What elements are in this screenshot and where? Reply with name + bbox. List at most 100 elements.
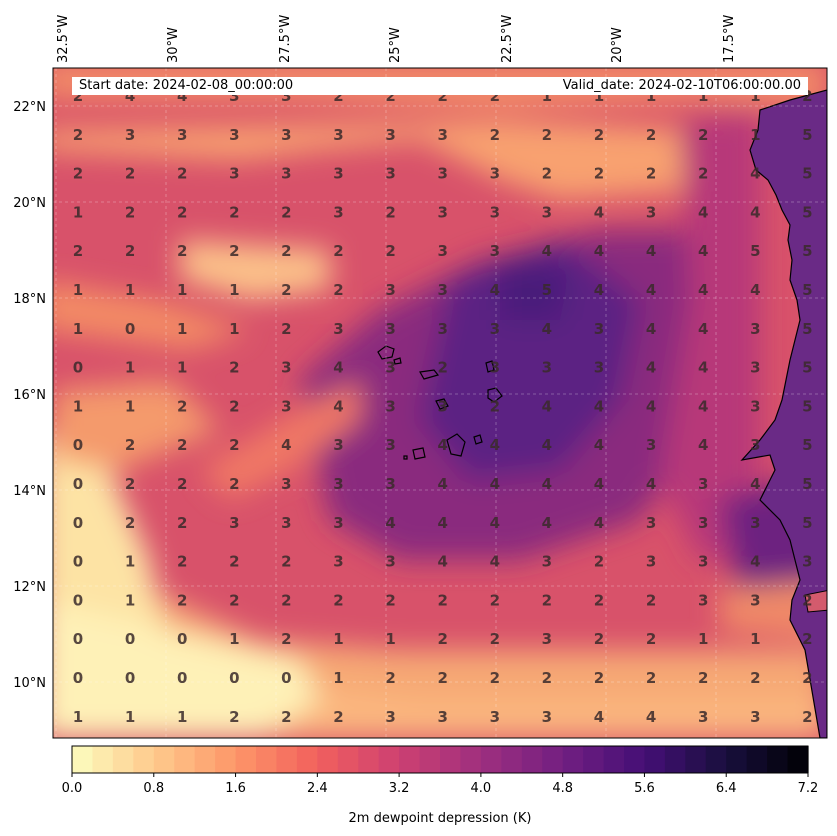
grid-value: 1 — [73, 203, 83, 221]
colorbar-tick-label: 7.2 — [798, 781, 819, 796]
grid-value: 2 — [125, 475, 135, 493]
grid-value: 2 — [177, 553, 187, 571]
grid-value: 3 — [542, 203, 552, 221]
grid-value: 2 — [333, 242, 343, 260]
lat-label: 16°N — [13, 388, 46, 403]
lat-label: 10°N — [13, 676, 46, 691]
grid-value: 4 — [750, 281, 760, 299]
grid-value: 5 — [802, 165, 812, 183]
colorbar-segment — [603, 746, 625, 773]
grid-value: 3 — [281, 475, 291, 493]
colorbar-segment — [317, 746, 339, 773]
grid-value: 4 — [698, 397, 708, 415]
grid-value: 4 — [490, 436, 500, 454]
grid-value: 3 — [802, 553, 812, 571]
grid-value: 3 — [594, 320, 604, 338]
colorbar-segment — [624, 746, 646, 773]
grid-value: 1 — [125, 553, 135, 571]
grid-value: 4 — [437, 553, 447, 571]
grid-value: 3 — [385, 359, 395, 377]
grid-value: 4 — [698, 281, 708, 299]
grid-value: 2 — [73, 126, 83, 144]
grid-value: 0 — [229, 669, 239, 687]
grid-value: 3 — [333, 126, 343, 144]
gambia-coastline — [804, 590, 827, 613]
grid-value: 3 — [177, 126, 187, 144]
grid-value: 4 — [594, 475, 604, 493]
colorbar-segment — [542, 746, 564, 773]
grid-value: 0 — [73, 591, 83, 609]
grid-value: 3 — [333, 475, 343, 493]
grid-value: 2 — [385, 669, 395, 687]
grid-value: 2 — [750, 669, 760, 687]
grid-value: 1 — [542, 87, 552, 105]
grid-value: 2 — [802, 630, 812, 648]
grid-value: 2 — [125, 514, 135, 532]
grid-value: 3 — [125, 126, 135, 144]
grid-value: 3 — [385, 553, 395, 571]
lon-label: 17.5°W — [722, 15, 737, 63]
grid-value: 1 — [125, 397, 135, 415]
colorbar-segment — [746, 746, 768, 773]
grid-value: 4 — [490, 475, 500, 493]
grid-value: 0 — [73, 475, 83, 493]
lon-label: 25°W — [388, 27, 403, 63]
grid-value: 1 — [333, 669, 343, 687]
grid-value: 3 — [281, 165, 291, 183]
colorbar — [72, 746, 809, 773]
grid-value: 4 — [594, 708, 604, 726]
grid-value: 2 — [281, 203, 291, 221]
grid-value: 3 — [490, 359, 500, 377]
grid-value: 4 — [646, 320, 656, 338]
colorbar-segment — [112, 746, 134, 773]
grid-value: 4 — [437, 436, 447, 454]
grid-value: 3 — [385, 281, 395, 299]
grid-value: 1 — [229, 630, 239, 648]
colorbar-segment — [235, 746, 257, 773]
grid-value: 1 — [750, 126, 760, 144]
grid-value: 4 — [437, 475, 447, 493]
grid-value: 4 — [177, 87, 187, 105]
grid-value: 2 — [229, 242, 239, 260]
cape-verde-islands — [377, 345, 503, 460]
grid-value: 1 — [385, 630, 395, 648]
grid-value: 4 — [594, 397, 604, 415]
colorbar-segment — [787, 746, 809, 773]
grid-value: 2 — [594, 669, 604, 687]
colorbar-segment — [92, 746, 114, 773]
grid-value: 2 — [802, 87, 812, 105]
grid-value: 4 — [333, 359, 343, 377]
colorbar-segment — [174, 746, 196, 773]
grid-value: 3 — [229, 514, 239, 532]
grid-value: 2 — [490, 87, 500, 105]
grid-value: 2 — [333, 591, 343, 609]
grid-value: 3 — [646, 203, 656, 221]
grid-value: 1 — [698, 630, 708, 648]
grid-value: 4 — [594, 436, 604, 454]
grid-value: 4 — [750, 203, 760, 221]
colorbar-tick-label: 3.2 — [389, 781, 410, 796]
grid-value: 3 — [437, 320, 447, 338]
colorbar-tick-label: 2.4 — [307, 781, 328, 796]
colorbar-segment — [215, 746, 237, 773]
grid-value: 3 — [542, 359, 552, 377]
grid-value: 4 — [490, 514, 500, 532]
grid-value: 4 — [542, 320, 552, 338]
grid-value: 2 — [73, 87, 83, 105]
grid-value: 3 — [333, 436, 343, 454]
grid-value: 3 — [542, 553, 552, 571]
colorbar-segment — [480, 746, 502, 773]
grid-value: 2 — [646, 591, 656, 609]
colorbar-segment — [153, 746, 175, 773]
grid-value: 2 — [281, 553, 291, 571]
grid-value: 1 — [594, 87, 604, 105]
grid-value: 4 — [594, 281, 604, 299]
grid-value: 2 — [802, 591, 812, 609]
colorbar-ticks: 0.0 0.8 1.6 2.4 3.2 4.0 4.8 5.6 6.4 7.2 — [62, 773, 819, 796]
graticule — [53, 68, 827, 738]
grid-value: 0 — [177, 669, 187, 687]
grid-value: 2 — [73, 242, 83, 260]
latitude-labels: 22°N 20°N 18°N 16°N 14°N 12°N 10°N — [13, 100, 46, 691]
grid-value: 3 — [490, 165, 500, 183]
